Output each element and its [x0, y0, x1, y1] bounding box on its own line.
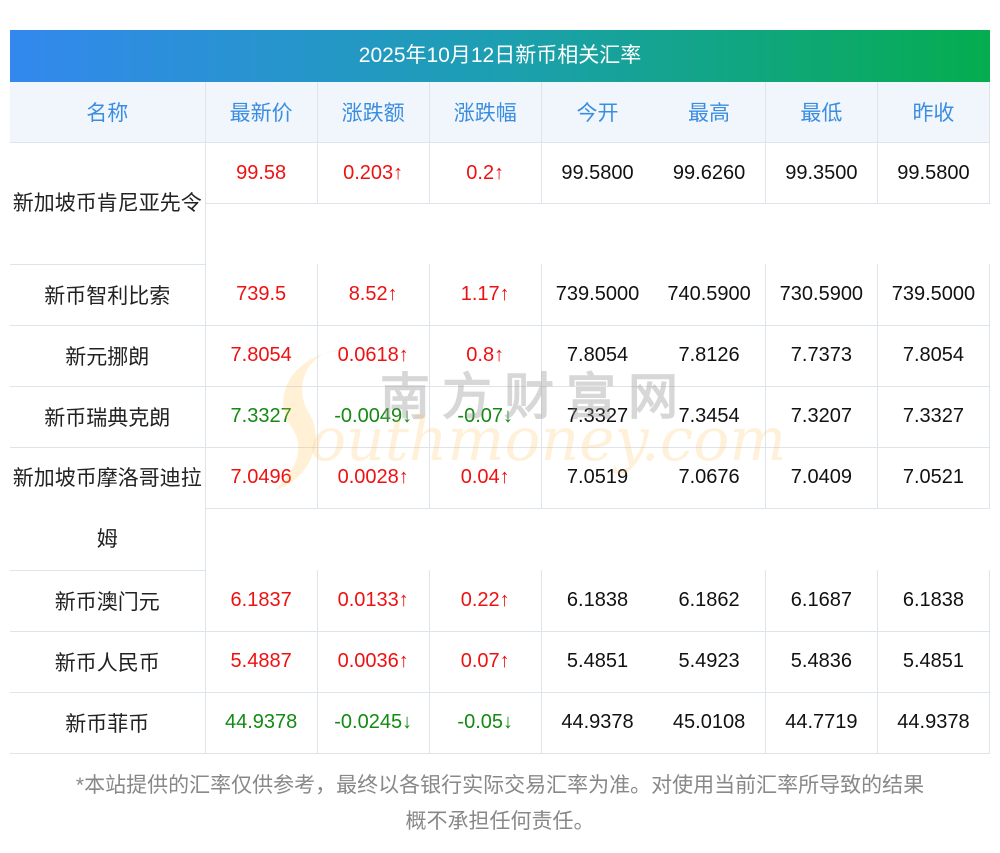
high-price: 5.4923: [653, 631, 766, 693]
table-row: 新币澳门元 6.1837 0.0133↑ 0.22↑ 6.1838 6.1862…: [10, 570, 991, 632]
currency-name: 新币澳门元: [10, 570, 206, 632]
high-price: 99.6260: [653, 142, 766, 204]
latest-price: 739.5: [205, 264, 318, 326]
table-row: 新币人民币 5.4887 0.0036↑ 0.07↑ 5.4851 5.4923…: [10, 631, 991, 693]
change-amount: 0.0028↑: [317, 447, 430, 510]
change-percent: -0.05↓: [429, 692, 542, 754]
latest-price: 99.58: [205, 142, 318, 204]
col-header-change: 涨跌额: [317, 82, 430, 143]
change-amount: 0.0618↑: [317, 325, 430, 387]
latest-price: 44.9378: [205, 692, 318, 754]
open-price: 7.3327: [541, 386, 654, 448]
rate-table-container: 2025年10月12日新币相关汇率 名称 最新价 涨跌额 涨跌幅 今开 最高 最…: [10, 30, 991, 754]
high-price: 740.5900: [653, 264, 766, 326]
currency-name: 新币瑞典克朗: [10, 386, 206, 448]
exchange-rate-table: 名称 最新价 涨跌额 涨跌幅 今开 最高 最低 昨收 新加坡币肯尼亚先令 99.…: [10, 82, 991, 754]
col-header-high: 最高: [653, 82, 766, 143]
low-price: 7.0409: [765, 447, 878, 510]
currency-name: 新币智利比索: [10, 264, 206, 326]
change-percent: 0.22↑: [429, 570, 542, 632]
change-percent: 0.07↑: [429, 631, 542, 693]
prev-close-price: 44.9378: [877, 692, 991, 754]
latest-price: 6.1837: [205, 570, 318, 632]
table-row: 新币智利比索 739.5 8.52↑ 1.17↑ 739.5000 740.59…: [10, 264, 991, 326]
low-price: 5.4836: [765, 631, 878, 693]
currency-name: 新加坡币肯尼亚先令: [10, 142, 206, 265]
open-price: 99.5800: [541, 142, 654, 204]
prev-close-price: 7.8054: [877, 325, 991, 387]
disclaimer-line-1: *本站提供的汇率仅供参考，最终以各银行实际交易汇率为准。对使用当前汇率所导致的结…: [75, 774, 925, 797]
change-percent: 1.17↑: [429, 264, 542, 326]
latest-price: 7.8054: [205, 325, 318, 387]
high-price: 7.3454: [653, 386, 766, 448]
latest-price: 7.3327: [205, 386, 318, 448]
open-price: 739.5000: [541, 264, 654, 326]
high-price: 45.0108: [653, 692, 766, 754]
prev-close-price: 99.5800: [877, 142, 991, 204]
latest-price: 7.0496: [205, 447, 318, 510]
currency-name: 新元挪朗: [10, 325, 206, 387]
latest-price: 5.4887: [205, 631, 318, 693]
prev-close-price: 6.1838: [877, 570, 991, 632]
currency-name: 新币菲币: [10, 692, 206, 754]
col-header-low: 最低: [765, 82, 878, 143]
change-percent: 0.2↑: [429, 142, 542, 204]
currency-name: 新币人民币: [10, 631, 206, 693]
open-price: 7.0519: [541, 447, 654, 510]
change-amount: -0.0049↓: [317, 386, 430, 448]
high-price: 6.1862: [653, 570, 766, 632]
change-amount: 0.0036↑: [317, 631, 430, 693]
table-title: 2025年10月12日新币相关汇率: [10, 30, 990, 82]
prev-close-price: 5.4851: [877, 631, 991, 693]
disclaimer-line-2: 概不承担任何责任。: [405, 810, 595, 833]
change-percent: 0.04↑: [429, 447, 542, 510]
high-price: 7.0676: [653, 447, 766, 510]
col-header-name: 名称: [10, 82, 206, 143]
col-header-latest: 最新价: [205, 82, 318, 143]
table-row: 新元挪朗 7.8054 0.0618↑ 0.8↑ 7.8054 7.8126 7…: [10, 325, 991, 387]
table-row: 新加坡币摩洛哥迪拉姆 7.0496 0.0028↑ 0.04↑ 7.0519 7…: [10, 447, 991, 571]
disclaimer: *本站提供的汇率仅供参考，最终以各银行实际交易汇率为准。对使用当前汇率所导致的结…: [10, 768, 990, 840]
table-row: 新币瑞典克朗 7.3327 -0.0049↓ -0.07↓ 7.3327 7.3…: [10, 386, 991, 448]
header-row: 名称 最新价 涨跌额 涨跌幅 今开 最高 最低 昨收: [10, 82, 991, 143]
change-amount: 0.203↑: [317, 142, 430, 204]
empty-cell: [205, 509, 877, 570]
col-header-change-pct: 涨跌幅: [429, 82, 542, 143]
currency-name: 新加坡币摩洛哥迪拉姆: [10, 447, 206, 571]
open-price: 5.4851: [541, 631, 654, 693]
open-price: 6.1838: [541, 570, 654, 632]
low-price: 7.3207: [765, 386, 878, 448]
table-row: 新加坡币肯尼亚先令 99.58 0.203↑ 0.2↑ 99.5800 99.6…: [10, 142, 991, 265]
open-price: 7.8054: [541, 325, 654, 387]
col-header-prev-close: 昨收: [877, 82, 991, 143]
low-price: 7.7373: [765, 325, 878, 387]
change-amount: -0.0245↓: [317, 692, 430, 754]
open-price: 44.9378: [541, 692, 654, 754]
high-price: 7.8126: [653, 325, 766, 387]
low-price: 730.5900: [765, 264, 878, 326]
change-percent: 0.8↑: [429, 325, 542, 387]
change-percent: -0.07↓: [429, 386, 542, 448]
prev-close-price: 7.3327: [877, 386, 991, 448]
empty-cell: [877, 204, 989, 265]
low-price: 44.7719: [765, 692, 878, 754]
prev-close-price: 7.0521: [877, 447, 991, 510]
table-row: 新币菲币 44.9378 -0.0245↓ -0.05↓ 44.9378 45.…: [10, 692, 991, 754]
col-header-open: 今开: [541, 82, 654, 143]
change-amount: 0.0133↑: [317, 570, 430, 632]
empty-cell: [205, 204, 877, 265]
low-price: 99.3500: [765, 142, 878, 204]
change-amount: 8.52↑: [317, 264, 430, 326]
low-price: 6.1687: [765, 570, 878, 632]
empty-cell: [877, 509, 989, 570]
prev-close-price: 739.5000: [877, 264, 991, 326]
